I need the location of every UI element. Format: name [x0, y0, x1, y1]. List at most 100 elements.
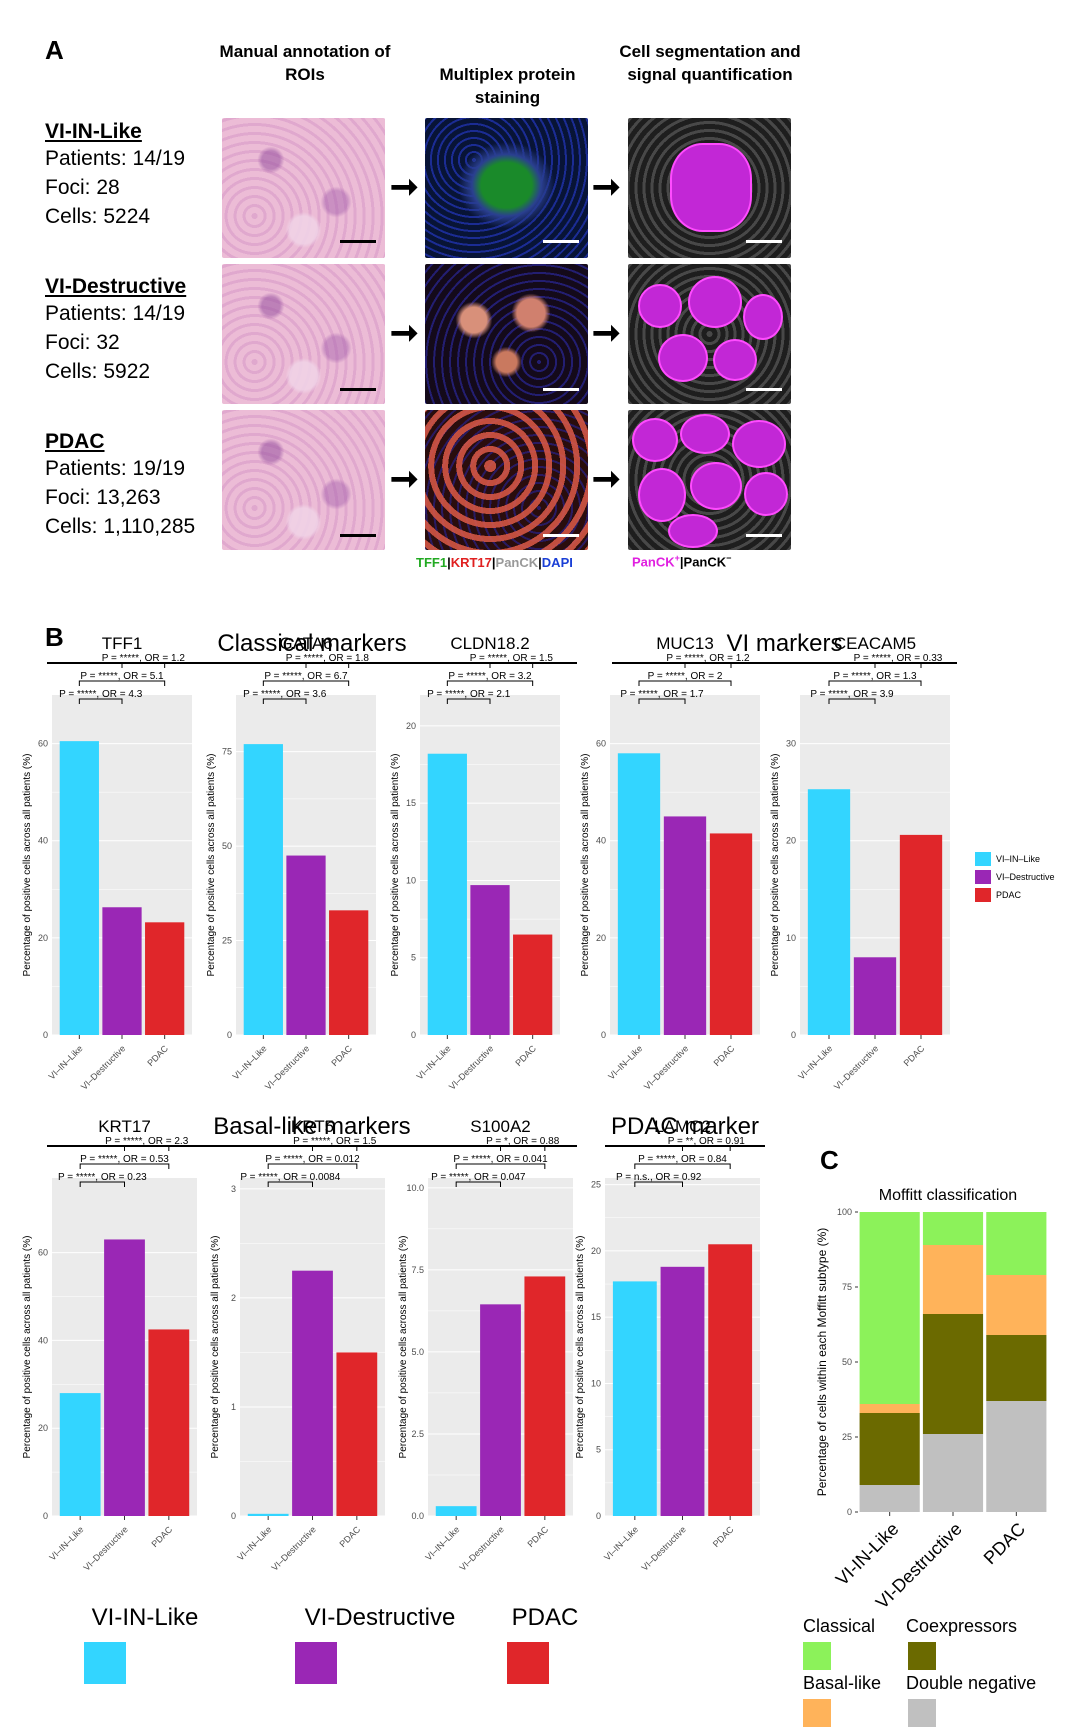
- panck-positive-label: PanCK: [632, 554, 675, 570]
- arrow-icon: ➞: [390, 168, 419, 206]
- significance-bracket: [455, 1163, 546, 1169]
- significance-bracket: [267, 1163, 358, 1169]
- significance-bracket: [78, 698, 123, 704]
- x-tick-label: PDAC: [149, 1524, 174, 1549]
- x-tick-label: PDAC: [980, 1519, 1030, 1569]
- y-tick-label: 20: [406, 721, 416, 731]
- bar-vi-in-like: [59, 1393, 101, 1516]
- significance-annotation: P = *****, OR = 5.1: [80, 671, 164, 682]
- y-tick-label: 0.0: [411, 1511, 424, 1521]
- significance-annotation: P = *****, OR = 4.3: [59, 689, 143, 700]
- segmented-cell-region: [680, 414, 730, 454]
- panck-positive-sup: +: [674, 553, 680, 563]
- panck-negative-label: PanCK: [683, 554, 727, 570]
- y-tick-label: 40: [38, 836, 48, 846]
- significance-bracket: [446, 680, 534, 686]
- stacked-segment-classical: [859, 1212, 920, 1404]
- significance-annotation: P = *****, OR = 2: [648, 671, 723, 682]
- significance-bracket: [124, 1145, 170, 1151]
- y-tick-label: 25: [842, 1432, 852, 1442]
- group-title-pdac: PDAC marker: [610, 1113, 760, 1140]
- significance-annotation: P = *****, OR = 3.6: [243, 689, 327, 700]
- y-tick-label: 40: [38, 1335, 48, 1345]
- bar-pdac: [336, 1352, 378, 1516]
- stacked-segment-basal-like: [986, 1275, 1047, 1335]
- stacked-segment-classical: [922, 1212, 984, 1245]
- row-vi-destructive-info: VI-Destructive Patients: 14/19 Foci: 32 …: [45, 275, 186, 386]
- y-tick-label: 25: [591, 1180, 601, 1190]
- bar-vi-in-like: [427, 753, 467, 1035]
- row-patients: Patients: 14/19: [45, 147, 186, 170]
- bottom-legend-label-vi-destructive: VI-Destructive: [304, 1604, 456, 1631]
- bar-vi-in-like: [247, 1513, 289, 1516]
- x-tick-label: PDAC: [337, 1524, 362, 1549]
- y-tick-label: 75: [222, 747, 232, 757]
- y-tick-label: 1: [231, 1402, 236, 1412]
- x-tick-label: VI–Destructive: [269, 1524, 317, 1572]
- significance-annotation: P = *****, OR = 6.7: [264, 671, 348, 682]
- significance-annotation: P = *****, OR = 0.84: [638, 1154, 727, 1165]
- y-axis-label: Percentage of positive cells across all …: [22, 1236, 33, 1459]
- significance-bracket: [489, 662, 534, 668]
- significance-bracket: [79, 1163, 170, 1169]
- panel-c-letter: C: [820, 1145, 839, 1175]
- x-tick-label: PDAC: [525, 1524, 550, 1549]
- significance-annotation: P = *****, OR = 1.8: [286, 653, 370, 664]
- segmented-cell-region: [638, 468, 686, 522]
- y-tick-label: 100: [837, 1207, 852, 1217]
- scale-bar: [340, 240, 376, 243]
- y-tick-label: 0: [231, 1511, 236, 1521]
- significance-annotation: P = *****, OR = 0.047: [431, 1172, 526, 1183]
- scale-bar: [746, 388, 782, 391]
- significance-bracket: [638, 680, 732, 686]
- significance-annotation: P = *****, OR = 0.33: [854, 653, 943, 664]
- y-tick-label: 0: [596, 1511, 601, 1521]
- multiplex-image-vi-in-like: [425, 118, 588, 258]
- y-tick-label: 5.0: [411, 1347, 424, 1357]
- row-pdac-info: PDAC Patients: 19/19 Foci: 13,263 Cells:…: [45, 430, 195, 541]
- y-tick-label: 50: [222, 841, 232, 851]
- side-legend-label: VI–IN–Like: [996, 854, 1041, 864]
- y-tick-label: 7.5: [411, 1265, 424, 1275]
- x-tick-label: VI–Destructive: [81, 1524, 129, 1572]
- y-tick-label: 0: [227, 1030, 232, 1040]
- significance-bracket: [267, 1181, 313, 1187]
- stacked-segment-coexpressors: [922, 1314, 984, 1434]
- y-tick-label: 15: [406, 798, 416, 808]
- significance-annotation: P = *****, OR = 0.012: [265, 1154, 360, 1165]
- row-title: VI-IN-Like: [45, 120, 142, 143]
- y-tick-label: 0: [411, 1030, 416, 1040]
- bar-vi-destructive: [286, 855, 326, 1035]
- bar-vi-in-like: [612, 1281, 657, 1516]
- stain-krt17: KRT17: [450, 555, 492, 570]
- x-tick-label: VI–IN–Like: [47, 1524, 85, 1562]
- x-tick-label: VI–IN–Like: [47, 1043, 85, 1081]
- scale-bar: [340, 534, 376, 537]
- bottom-legend-swatch-vi-destructive: [295, 1642, 337, 1684]
- stacked-segment-coexpressors: [859, 1413, 920, 1485]
- significance-annotation: P = *****, OR = 0.041: [453, 1154, 548, 1165]
- x-tick-label: VI–IN–Like: [423, 1524, 461, 1562]
- segmented-cell-region: [668, 514, 718, 548]
- significance-annotation: P = *, OR = 0.88: [486, 1136, 560, 1147]
- stain-dapi: DAPI: [541, 555, 573, 570]
- y-tick-label: 10: [786, 933, 796, 943]
- chart-title-moffitt: Moffitt classification: [879, 1187, 1017, 1204]
- bar-vi-destructive: [102, 907, 142, 1035]
- y-tick-label: 0: [601, 1030, 606, 1040]
- stacked-segment-double-negative: [986, 1401, 1047, 1512]
- scale-bar: [340, 388, 376, 391]
- segmented-cell-region: [638, 284, 682, 328]
- c-legend-swatch-double-negative: [908, 1699, 936, 1727]
- significance-bracket: [634, 1163, 731, 1169]
- y-axis-label-moffitt: Percentage of cells within each Moffitt …: [815, 1228, 829, 1497]
- row-cells: Cells: 1,110,285: [45, 515, 196, 538]
- seg-separator: |: [679, 554, 684, 570]
- significance-bracket: [312, 1145, 358, 1151]
- column-header-annotation: Manual annotation of ROIs: [219, 42, 391, 84]
- y-axis-label: Percentage of positive cells across all …: [575, 1236, 586, 1459]
- y-tick-label: 0: [791, 1030, 796, 1040]
- y-tick-label: 60: [38, 739, 48, 749]
- stacked-segment-classical: [986, 1212, 1047, 1275]
- significance-bracket: [874, 662, 922, 668]
